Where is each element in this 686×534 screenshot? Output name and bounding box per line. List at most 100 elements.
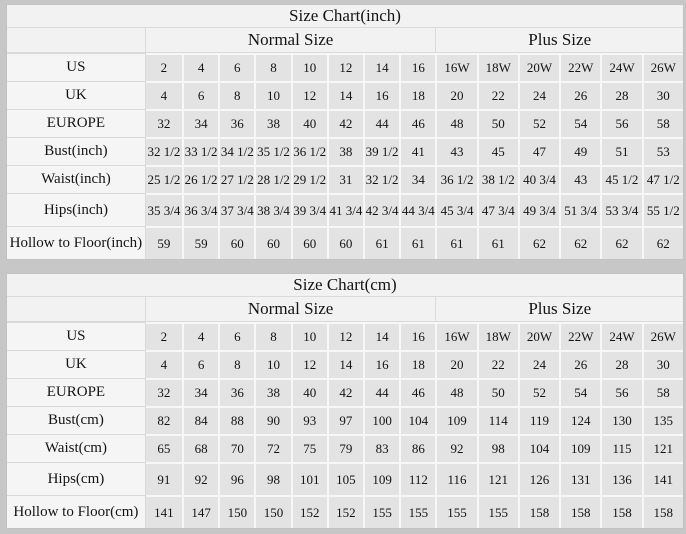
size-cell: 10 (290, 322, 327, 350)
size-cell: 45 3/4 (435, 193, 477, 226)
row-label: Hips(inch) (7, 193, 146, 226)
size-cell: 56 (600, 378, 642, 406)
size-cell: 27 1/2 (218, 165, 255, 193)
size-cell: 8 (218, 350, 255, 378)
size-cell: 49 (559, 137, 601, 165)
size-cell: 68 (182, 434, 219, 462)
size-cell: 30 (641, 81, 683, 109)
size-cell: 38 (254, 109, 291, 137)
row-label: Hips(cm) (7, 462, 146, 495)
size-table-cm: Size Chart(cm) Normal Size Plus Size US 2… (6, 273, 684, 529)
size-cell: 47 3/4 (476, 193, 518, 226)
size-cell: 32 1/2 (363, 165, 400, 193)
size-cell: 62 (559, 226, 601, 259)
size-cell: 109 (363, 462, 400, 495)
size-cell: 4 (182, 322, 219, 350)
size-cell: 155 (476, 495, 518, 528)
size-cell: 36 (218, 378, 255, 406)
size-cell: 83 (363, 434, 400, 462)
size-cell: 49 3/4 (517, 193, 560, 226)
size-cell: 61 (435, 226, 477, 259)
size-cell: 109 (435, 406, 477, 434)
table-row: Waist(cm) 65 68 70 72 75 79 83 86 92 98 104 109 115 12… (7, 434, 683, 462)
size-cell: 26 (559, 350, 601, 378)
size-cell: 22W (559, 322, 601, 350)
size-cell: 47 1/2 (641, 165, 683, 193)
size-cell: 22 (476, 81, 518, 109)
size-cell: 136 (600, 462, 642, 495)
size-cell: 158 (600, 495, 642, 528)
size-cell: 147 (182, 495, 219, 528)
size-cell: 88 (218, 406, 255, 434)
size-cell: 38 1/2 (476, 165, 518, 193)
size-cell: 48 (435, 378, 477, 406)
row-label: Hollow to Floor(cm) (7, 495, 146, 528)
table-title-row: Size Chart(inch) (7, 5, 683, 28)
row-label: Bust(inch) (7, 137, 146, 165)
plus-size-header: Plus Size (435, 28, 683, 53)
size-cell: 16W (435, 322, 477, 350)
size-cell: 6 (182, 81, 219, 109)
size-cell: 104 (517, 434, 560, 462)
size-cell: 114 (476, 406, 518, 434)
size-cell: 16 (363, 81, 400, 109)
size-cell: 150 (254, 495, 291, 528)
size-cell: 61 (363, 226, 400, 259)
size-cell: 100 (363, 406, 400, 434)
size-cell: 28 (600, 350, 642, 378)
size-cell: 61 (476, 226, 518, 259)
size-cell: 36 1/2 (435, 165, 477, 193)
size-cell: 36 3/4 (182, 193, 219, 226)
size-cell: 41 3/4 (326, 193, 364, 226)
size-cell: 35 3/4 (145, 193, 182, 226)
table-body: US 2 4 6 8 10 12 14 16 16W 18W 20W 22W 24W 26W UK 4 6 8 10 1… (7, 53, 683, 259)
size-cell: 52 (517, 378, 560, 406)
size-cell: 54 (559, 378, 601, 406)
size-cell: 124 (559, 406, 601, 434)
row-label: EUROPE (7, 378, 146, 406)
size-cell: 155 (435, 495, 477, 528)
corner-cell (7, 28, 146, 53)
size-cell: 34 (399, 165, 436, 193)
normal-size-header: Normal Size (145, 297, 436, 322)
size-cell: 112 (399, 462, 436, 495)
size-cell: 54 (559, 109, 601, 137)
size-cell: 16 (363, 350, 400, 378)
size-cell: 65 (145, 434, 183, 462)
size-cell: 20 (435, 81, 477, 109)
size-cell: 43 (559, 165, 601, 193)
size-cell: 26W (641, 53, 683, 81)
row-label: Waist(inch) (7, 165, 146, 193)
size-cell: 101 (290, 462, 327, 495)
size-cell: 98 (476, 434, 518, 462)
size-cell: 84 (182, 406, 219, 434)
size-cell: 18W (476, 53, 518, 81)
row-label: UK (7, 350, 146, 378)
size-cell: 48 (435, 109, 477, 137)
size-cell: 6 (218, 53, 255, 81)
size-cell: 53 3/4 (600, 193, 642, 226)
size-cell: 158 (641, 495, 683, 528)
size-cell: 12 (290, 81, 327, 109)
table-title: Size Chart(cm) (7, 274, 683, 297)
size-cell: 50 (476, 378, 518, 406)
size-cell: 39 1/2 (363, 137, 400, 165)
size-cell: 24W (600, 322, 642, 350)
size-cell: 28 (600, 81, 642, 109)
size-table-inch: Size Chart(inch) Normal Size Plus Size U… (6, 4, 684, 260)
size-cell: 158 (559, 495, 601, 528)
size-cell: 14 (363, 53, 400, 81)
size-cell: 30 (641, 350, 683, 378)
size-cell: 18 (399, 350, 436, 378)
plus-size-header: Plus Size (435, 297, 683, 322)
size-cell: 51 (600, 137, 642, 165)
size-cell: 20W (517, 322, 560, 350)
size-cell: 12 (326, 53, 364, 81)
size-cell: 16W (435, 53, 477, 81)
size-cell: 32 (145, 378, 183, 406)
size-cell: 60 (290, 226, 327, 259)
size-cell: 28 1/2 (254, 165, 291, 193)
table-row: Bust(inch) 32 1/2 33 1/2 34 1/2 35 1/2 36 1/2… (7, 137, 683, 165)
size-cell: 12 (326, 322, 364, 350)
size-cell: 86 (399, 434, 436, 462)
